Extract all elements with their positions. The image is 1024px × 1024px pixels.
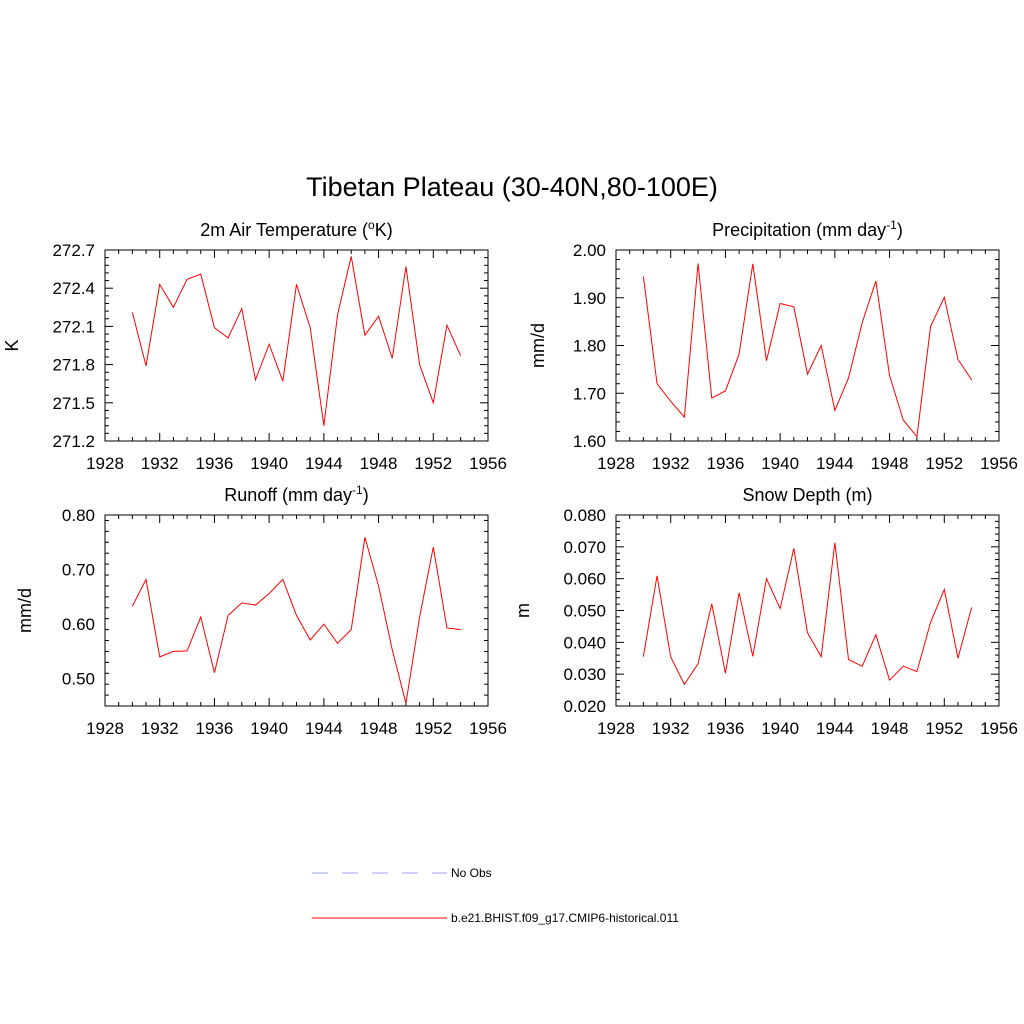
- x-tick-label: 1944: [816, 719, 854, 738]
- legend-label-2: b.e21.BHIST.f09_g17.CMIP6-historical.011: [451, 911, 679, 925]
- x-tick-label: 1928: [597, 454, 635, 473]
- panel-4: Snow Depth (m) m 1928 1932 1936 1940 1944 1948 1…: [513, 485, 1018, 738]
- panel-1: 2m Air Temperature (oK) K 1928 1932 1936 1940…: [2, 218, 507, 473]
- y-tick-label: 0.50: [62, 670, 95, 689]
- y-tick-label: 0.040: [563, 633, 606, 652]
- x-tick-label: 1932: [141, 454, 179, 473]
- plot-frame: [615, 249, 1000, 442]
- x-tick-label: 1932: [141, 719, 179, 738]
- panel-title: 2m Air Temperature (oK): [200, 218, 392, 240]
- plot-frame: [104, 514, 489, 707]
- legend-label-1: No Obs: [451, 866, 492, 880]
- x-tick-label: 1956: [469, 719, 507, 738]
- panel-title-superscript: o: [368, 218, 375, 232]
- x-tick-label: 1948: [871, 454, 909, 473]
- series-line: [642, 542, 973, 686]
- series-line: [642, 263, 973, 438]
- x-tick-label: 1936: [196, 454, 234, 473]
- x-tick-label: 1952: [925, 719, 963, 738]
- y-tick-label: 271.2: [52, 432, 95, 451]
- x-tick-label: 1932: [652, 719, 690, 738]
- plot-frame: [104, 249, 489, 442]
- y-axis-label: K: [2, 339, 22, 351]
- x-tick-label: 1948: [360, 454, 398, 473]
- panel-title-main: Snow Depth (m): [742, 485, 872, 505]
- x-tick-label: 1948: [871, 719, 909, 738]
- x-tick-label: 1952: [925, 454, 963, 473]
- y-tick-label: 272.4: [52, 279, 95, 298]
- x-tick-label: 1940: [250, 454, 288, 473]
- y-axis-label: mm/d: [528, 323, 548, 368]
- y-tick-label: 0.050: [563, 602, 606, 621]
- x-tick-label: 1936: [196, 719, 234, 738]
- panel-3: Runoff (mm day-1) mm/d 1928 1932 1936 1940 194…: [15, 483, 507, 738]
- y-tick-label: 1.90: [573, 289, 606, 308]
- x-tick-label: 1940: [250, 719, 288, 738]
- panel-title-suffix: K): [375, 220, 393, 240]
- y-axis-label: m: [513, 603, 533, 618]
- legend: No Obs b.e21.BHIST.f09_g17.CMIP6-historic…: [312, 866, 679, 925]
- panel-title: Runoff (mm day-1): [224, 483, 368, 505]
- series-line: [131, 256, 462, 426]
- y-tick-label: 272.7: [52, 241, 95, 260]
- x-tick-label: 1928: [597, 719, 635, 738]
- y-tick-label: 0.80: [62, 506, 95, 525]
- y-tick-label: 1.60: [573, 432, 606, 451]
- panel-title-superscript: -1: [886, 218, 897, 232]
- x-tick-label: 1956: [469, 454, 507, 473]
- y-tick-label: 0.060: [563, 570, 606, 589]
- x-tick-label: 1928: [86, 454, 124, 473]
- y-tick-label: 2.00: [573, 241, 606, 260]
- x-tick-label: 1936: [707, 454, 745, 473]
- y-tick-label: 272.1: [52, 317, 95, 336]
- y-tick-label: 271.5: [52, 394, 95, 413]
- panels: 2m Air Temperature (oK) K 1928 1932 1936 1940…: [2, 218, 1018, 738]
- x-tick-label: 1940: [761, 454, 799, 473]
- series-line: [131, 537, 461, 704]
- x-tick-label: 1944: [305, 454, 343, 473]
- y-tick-label: 0.020: [563, 697, 606, 716]
- panel-title: Precipitation (mm day-1): [712, 218, 903, 240]
- panel-title-main: 2m Air Temperature (: [200, 220, 368, 240]
- panel-title-suffix: ): [363, 485, 369, 505]
- panel-title-main: Precipitation (mm day: [712, 220, 886, 240]
- x-tick-label: 1928: [86, 719, 124, 738]
- y-tick-label: 271.8: [52, 356, 95, 375]
- main-title: Tibetan Plateau (30-40N,80-100E): [306, 172, 718, 202]
- x-tick-label: 1936: [707, 719, 745, 738]
- x-tick-label: 1952: [414, 454, 452, 473]
- x-tick-label: 1944: [305, 719, 343, 738]
- y-tick-label: 0.070: [563, 538, 606, 557]
- x-tick-label: 1944: [816, 454, 854, 473]
- x-tick-label: 1956: [980, 454, 1018, 473]
- y-tick-label: 0.70: [62, 561, 95, 580]
- panel-title-main: Runoff (mm day: [224, 485, 352, 505]
- y-tick-label: 0.080: [563, 506, 606, 525]
- x-tick-label: 1940: [761, 719, 799, 738]
- panel-title-suffix: ): [897, 220, 903, 240]
- panel-title-superscript: -1: [352, 483, 363, 497]
- x-tick-label: 1952: [414, 719, 452, 738]
- x-tick-label: 1956: [980, 719, 1018, 738]
- y-tick-label: 0.60: [62, 615, 95, 634]
- y-tick-label: 1.80: [573, 337, 606, 356]
- x-tick-label: 1948: [360, 719, 398, 738]
- y-axis-label: mm/d: [15, 588, 35, 633]
- panel-2: Precipitation (mm day-1) mm/d 1928 1932 1936…: [528, 218, 1018, 473]
- x-tick-label: 1932: [652, 454, 690, 473]
- y-tick-label: 1.70: [573, 384, 606, 403]
- plot-frame: [615, 514, 1000, 707]
- panel-title: Snow Depth (m): [742, 485, 872, 505]
- y-tick-label: 0.030: [563, 665, 606, 684]
